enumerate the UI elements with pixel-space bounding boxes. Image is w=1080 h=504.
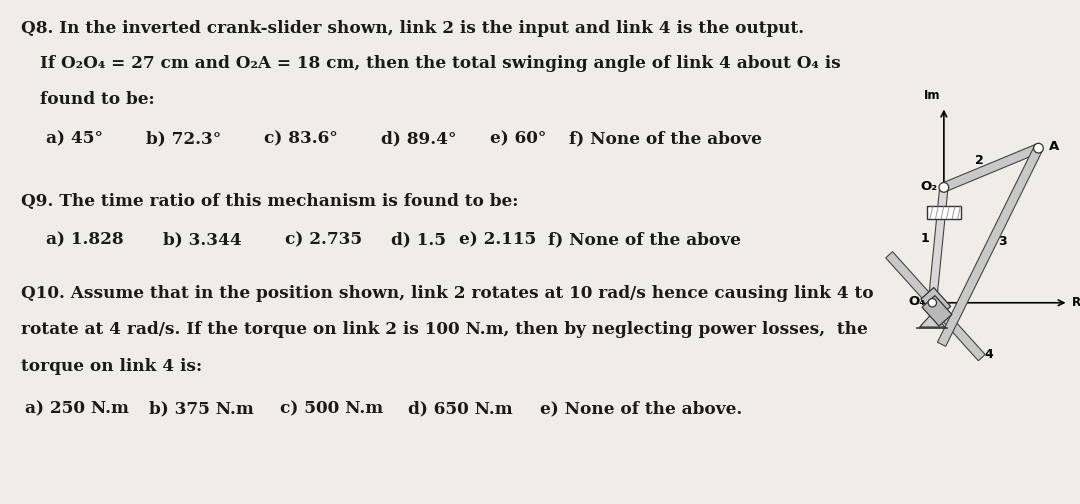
Text: 1: 1 (921, 232, 930, 244)
FancyBboxPatch shape (927, 206, 961, 219)
Polygon shape (886, 251, 985, 361)
Text: b) 3.344: b) 3.344 (163, 232, 242, 249)
Polygon shape (921, 288, 950, 318)
Text: c) 500 N.m: c) 500 N.m (281, 401, 383, 418)
Text: 4: 4 (984, 348, 993, 361)
Text: O₄: O₄ (908, 295, 926, 308)
Polygon shape (922, 296, 951, 326)
Text: a) 1.828: a) 1.828 (46, 232, 123, 249)
Polygon shape (942, 144, 1040, 192)
Text: 3: 3 (998, 235, 1007, 248)
Text: O₂: O₂ (920, 180, 937, 193)
Text: b) 72.3°: b) 72.3° (147, 130, 221, 147)
Text: a) 45°: a) 45° (46, 130, 103, 147)
Text: Q8. In the inverted crank-slider shown, link 2 is the input and link 4 is the ou: Q8. In the inverted crank-slider shown, … (21, 20, 804, 37)
Text: d) 89.4°: d) 89.4° (381, 130, 457, 147)
Text: found to be:: found to be: (40, 91, 154, 108)
Text: c) 83.6°: c) 83.6° (264, 130, 337, 147)
Text: a) 250 N.m: a) 250 N.m (25, 401, 129, 418)
Text: b) 375 N.m: b) 375 N.m (149, 401, 254, 418)
Polygon shape (928, 187, 948, 303)
Text: If O₂O₄ = 27 cm and O₂A = 18 cm, then the total swinging angle of link 4 about O: If O₂O₄ = 27 cm and O₂A = 18 cm, then th… (40, 55, 841, 73)
Text: A: A (1049, 140, 1059, 153)
Circle shape (939, 182, 948, 192)
Text: Q10. Assume that in the position shown, link 2 rotates at 10 rad/s hence causing: Q10. Assume that in the position shown, … (21, 285, 874, 302)
Text: 2: 2 (975, 154, 984, 167)
Text: e) 2.115: e) 2.115 (459, 232, 536, 249)
Text: torque on link 4 is:: torque on link 4 is: (21, 358, 202, 375)
Polygon shape (937, 146, 1042, 346)
Text: rotate at 4 rad/s. If the torque on link 2 is 100 N.m, then by neglecting power : rotate at 4 rad/s. If the torque on link… (21, 321, 867, 338)
Text: c) 2.735: c) 2.735 (285, 232, 362, 249)
Circle shape (928, 298, 936, 307)
Text: e) None of the above.: e) None of the above. (540, 401, 742, 418)
Circle shape (1034, 143, 1043, 153)
Text: Im: Im (923, 89, 941, 102)
Text: f) None of the above: f) None of the above (569, 130, 762, 147)
Text: d) 650 N.m: d) 650 N.m (408, 401, 513, 418)
Text: e) 60°: e) 60° (489, 130, 546, 147)
Text: f) None of the above: f) None of the above (549, 232, 741, 249)
Text: d) 1.5: d) 1.5 (391, 232, 446, 249)
Polygon shape (920, 313, 945, 327)
Text: Q9. The time ratio of this mechanism is found to be:: Q9. The time ratio of this mechanism is … (21, 193, 518, 210)
Text: Re: Re (1072, 296, 1080, 309)
